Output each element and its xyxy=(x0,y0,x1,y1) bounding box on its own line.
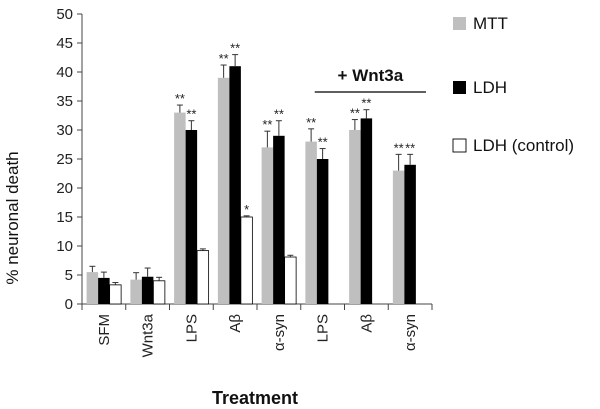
bar xyxy=(130,279,142,304)
bar xyxy=(316,159,329,304)
bar xyxy=(261,147,274,304)
bar xyxy=(240,216,253,305)
legend-label: MTT xyxy=(473,14,508,33)
group-label: + Wnt3a xyxy=(338,66,404,85)
bar xyxy=(86,272,99,304)
y-tick-label: 15 xyxy=(56,209,73,226)
x-tick-label: Aβ xyxy=(227,314,244,333)
legend-label: LDH xyxy=(473,78,507,97)
bar xyxy=(392,170,405,304)
significance-mark: ** xyxy=(318,135,328,150)
legend: MTT LDH LDH (control) xyxy=(452,14,574,155)
significance-mark: ** xyxy=(262,117,272,132)
bar xyxy=(229,66,241,304)
y-axis: 0 5 10 15 20 25 30 35 40 45 50 xyxy=(56,6,83,313)
y-tick-label: 5 xyxy=(65,267,73,284)
bar xyxy=(152,280,166,305)
significance-mark: ** xyxy=(175,91,185,106)
bar xyxy=(349,130,361,304)
x-tick-label: LPS xyxy=(183,314,200,342)
bar xyxy=(196,250,210,305)
significance-mark: ** xyxy=(219,51,229,66)
x-axis: SFM Wnt3a LPS Aβ α-syn LPS Aβ α-syn xyxy=(81,303,433,357)
y-tick-label: 30 xyxy=(56,122,73,139)
x-tick-label: LPS xyxy=(315,314,332,342)
significance-mark: ** xyxy=(361,96,371,111)
legend-label: LDH (control) xyxy=(473,136,574,155)
y-tick-label: 0 xyxy=(65,296,73,313)
bar xyxy=(109,284,122,305)
significance-mark: * xyxy=(244,202,249,217)
group-annotation: + Wnt3a xyxy=(314,66,426,93)
significance-mark: ** xyxy=(405,140,415,155)
bar xyxy=(217,77,230,304)
bar xyxy=(284,256,297,305)
x-tick-label: SFM xyxy=(96,314,113,346)
bar xyxy=(305,141,317,304)
y-tick-label: 10 xyxy=(56,238,73,255)
y-tick-label: 50 xyxy=(56,6,73,23)
x-tick-label: Wnt3a xyxy=(140,313,157,357)
y-tick-label: 35 xyxy=(56,93,73,110)
bar xyxy=(360,118,373,305)
bar xyxy=(185,130,198,304)
y-axis-label: % neuronal death xyxy=(3,151,22,284)
y-tick-label: 45 xyxy=(56,35,73,52)
bar xyxy=(273,135,285,304)
x-axis-label: Treatment xyxy=(212,388,298,408)
x-tick-label: α-syn xyxy=(271,314,288,351)
significance-mark: ** xyxy=(306,115,316,130)
x-tick-label: α-syn xyxy=(402,314,419,351)
legend-swatch xyxy=(453,17,466,30)
bar xyxy=(141,276,154,304)
y-tick-label: 40 xyxy=(56,64,73,81)
bar xyxy=(98,277,110,304)
significance-mark: ** xyxy=(186,107,196,122)
significance-mark: ** xyxy=(350,106,360,121)
significance-mark: ** xyxy=(394,140,404,155)
bar xyxy=(404,164,416,304)
y-tick-label: 20 xyxy=(56,180,73,197)
significance-mark: ** xyxy=(230,41,240,56)
legend-swatch xyxy=(453,81,466,94)
y-tick-label: 25 xyxy=(56,151,73,168)
legend-swatch xyxy=(452,138,467,153)
bar xyxy=(174,112,186,304)
significance-mark: ** xyxy=(274,107,284,122)
bars: ****** ******************* xyxy=(86,41,416,305)
x-tick-label: Aβ xyxy=(358,314,375,333)
